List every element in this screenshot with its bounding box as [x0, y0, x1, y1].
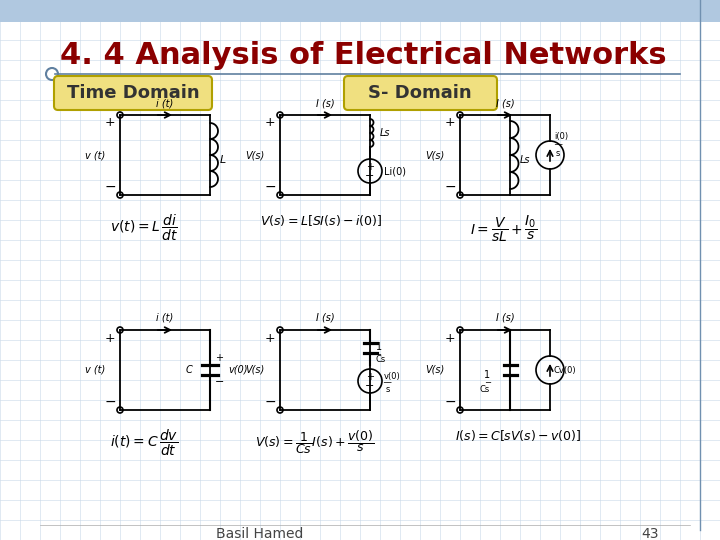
- Text: C: C: [185, 365, 192, 375]
- Text: 4. 4 Analysis of Electrical Networks: 4. 4 Analysis of Electrical Networks: [60, 40, 667, 70]
- Text: Cs: Cs: [480, 384, 490, 394]
- Text: ──: ──: [383, 380, 392, 386]
- Text: ─: ─: [375, 349, 380, 359]
- Text: −: −: [444, 395, 456, 409]
- Text: −: −: [365, 381, 374, 391]
- Text: i(0): i(0): [554, 132, 568, 141]
- Text: +: +: [104, 332, 115, 345]
- Text: s: s: [386, 386, 390, 395]
- Text: v (t): v (t): [85, 150, 105, 160]
- Text: V(s): V(s): [246, 365, 265, 375]
- Text: +: +: [366, 372, 374, 382]
- Text: $I(s) = C[sV(s) - v(0)]$: $I(s) = C[sV(s) - v(0)]$: [455, 428, 582, 443]
- Text: −: −: [104, 395, 116, 409]
- Text: I (s): I (s): [495, 98, 514, 108]
- Text: v (t): v (t): [85, 365, 105, 375]
- FancyBboxPatch shape: [0, 0, 720, 22]
- Text: Basil Hamed: Basil Hamed: [216, 527, 304, 540]
- Text: Ls: Ls: [520, 155, 531, 165]
- Text: $i(t) = C\,\dfrac{dv}{dt}$: $i(t) = C\,\dfrac{dv}{dt}$: [110, 428, 179, 458]
- Text: Ls: Ls: [380, 128, 390, 138]
- Text: $V(s) = \dfrac{1}{Cs}I(s) + \dfrac{v(0)}{s}$: $V(s) = \dfrac{1}{Cs}I(s) + \dfrac{v(0)}…: [255, 428, 374, 456]
- Text: v(0): v(0): [228, 365, 248, 375]
- Text: I (s): I (s): [315, 98, 334, 108]
- Text: s: s: [556, 148, 560, 158]
- Text: −: −: [444, 180, 456, 194]
- Text: 43: 43: [642, 527, 659, 540]
- Text: Li(0): Li(0): [384, 166, 406, 176]
- Text: ─: ─: [485, 377, 490, 387]
- Text: ──: ──: [554, 142, 562, 148]
- Text: I (s): I (s): [495, 313, 514, 323]
- Text: $v(t) = L\,\dfrac{di}{dt}$: $v(t) = L\,\dfrac{di}{dt}$: [110, 213, 178, 244]
- FancyBboxPatch shape: [54, 76, 212, 110]
- Text: −: −: [215, 377, 225, 387]
- Text: 1: 1: [376, 342, 382, 352]
- Text: i (t): i (t): [156, 313, 174, 323]
- Text: v(0): v(0): [384, 372, 401, 381]
- Text: +: +: [445, 117, 455, 130]
- Text: −: −: [365, 171, 374, 181]
- Text: $V(s) = L[SI(s) - i(0)]$: $V(s) = L[SI(s) - i(0)]$: [260, 213, 382, 228]
- Text: +: +: [366, 162, 374, 172]
- Text: V(s): V(s): [426, 150, 445, 160]
- Text: Cs: Cs: [375, 355, 385, 364]
- Text: Cv(0): Cv(0): [554, 366, 577, 375]
- Text: −: −: [104, 180, 116, 194]
- Text: L: L: [220, 155, 226, 165]
- Text: Time Domain: Time Domain: [67, 84, 199, 102]
- FancyBboxPatch shape: [344, 76, 497, 110]
- Text: V(s): V(s): [426, 365, 445, 375]
- Text: −: −: [264, 395, 276, 409]
- Text: $I = \dfrac{V}{sL} + \dfrac{I_0}{s}$: $I = \dfrac{V}{sL} + \dfrac{I_0}{s}$: [470, 213, 538, 244]
- Text: i (t): i (t): [156, 98, 174, 108]
- Text: I (s): I (s): [315, 313, 334, 323]
- Text: +: +: [445, 332, 455, 345]
- Text: −: −: [264, 180, 276, 194]
- Text: +: +: [265, 117, 275, 130]
- Text: 1: 1: [484, 370, 490, 380]
- Text: +: +: [265, 332, 275, 345]
- Text: V(s): V(s): [246, 150, 265, 160]
- Text: +: +: [104, 117, 115, 130]
- Text: +: +: [215, 353, 223, 363]
- Text: S- Domain: S- Domain: [368, 84, 472, 102]
